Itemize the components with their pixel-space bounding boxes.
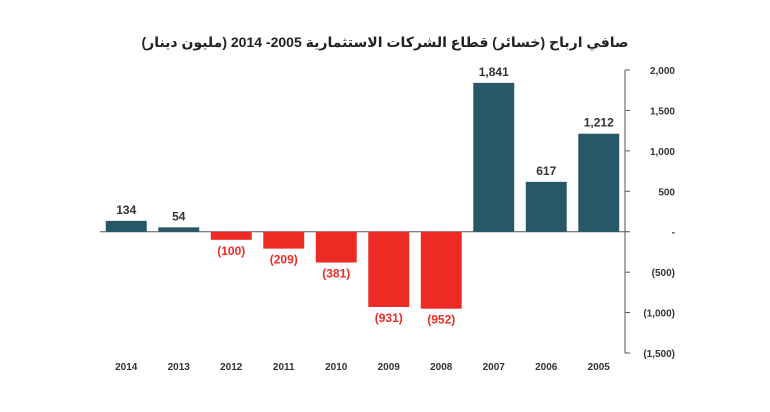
bar	[578, 133, 620, 232]
data-label: (931)	[375, 311, 403, 325]
y-tick-label: 1,500	[650, 106, 675, 117]
y-tick-label: 1,000	[650, 147, 675, 158]
y-tick-label: 500	[658, 187, 675, 198]
bar	[158, 227, 200, 232]
bar	[473, 82, 515, 232]
bar	[105, 220, 147, 232]
y-tick-label: (500)	[652, 268, 675, 279]
x-category-label: 2013	[168, 362, 191, 373]
y-tick-label: 2,000	[650, 66, 675, 77]
data-label: 1,212	[584, 116, 614, 130]
chart-title: صافي ارباح (خسائر) قطاع الشركات الاستثما…	[141, 34, 629, 50]
data-label: (209)	[270, 253, 298, 267]
y-tick-label: -	[672, 228, 675, 239]
x-category-label: 2010	[325, 362, 348, 373]
data-label: (100)	[217, 244, 245, 258]
bar	[420, 231, 462, 309]
x-category-label: 2006	[535, 362, 558, 373]
bar	[525, 181, 567, 232]
data-label: 1,841	[479, 65, 509, 79]
x-category-label: 2005	[588, 362, 611, 373]
x-category-label: 2011	[273, 362, 295, 373]
y-tick-label: (1,500)	[643, 349, 675, 360]
x-category-label: 2007	[483, 362, 506, 373]
bar	[263, 231, 305, 249]
bar	[210, 231, 252, 240]
y-tick-label: (1,000)	[643, 309, 675, 320]
data-label: 617	[536, 164, 556, 178]
data-label: 54	[172, 209, 186, 223]
data-label: (381)	[322, 267, 350, 281]
x-category-label: 2008	[430, 362, 453, 373]
x-category-label: 2012	[220, 362, 243, 373]
x-category-label: 2014	[115, 362, 138, 373]
bar	[368, 231, 410, 307]
data-label: (952)	[427, 313, 455, 327]
x-category-label: 2009	[378, 362, 401, 373]
data-label: 134	[116, 203, 136, 217]
bar	[315, 231, 357, 263]
